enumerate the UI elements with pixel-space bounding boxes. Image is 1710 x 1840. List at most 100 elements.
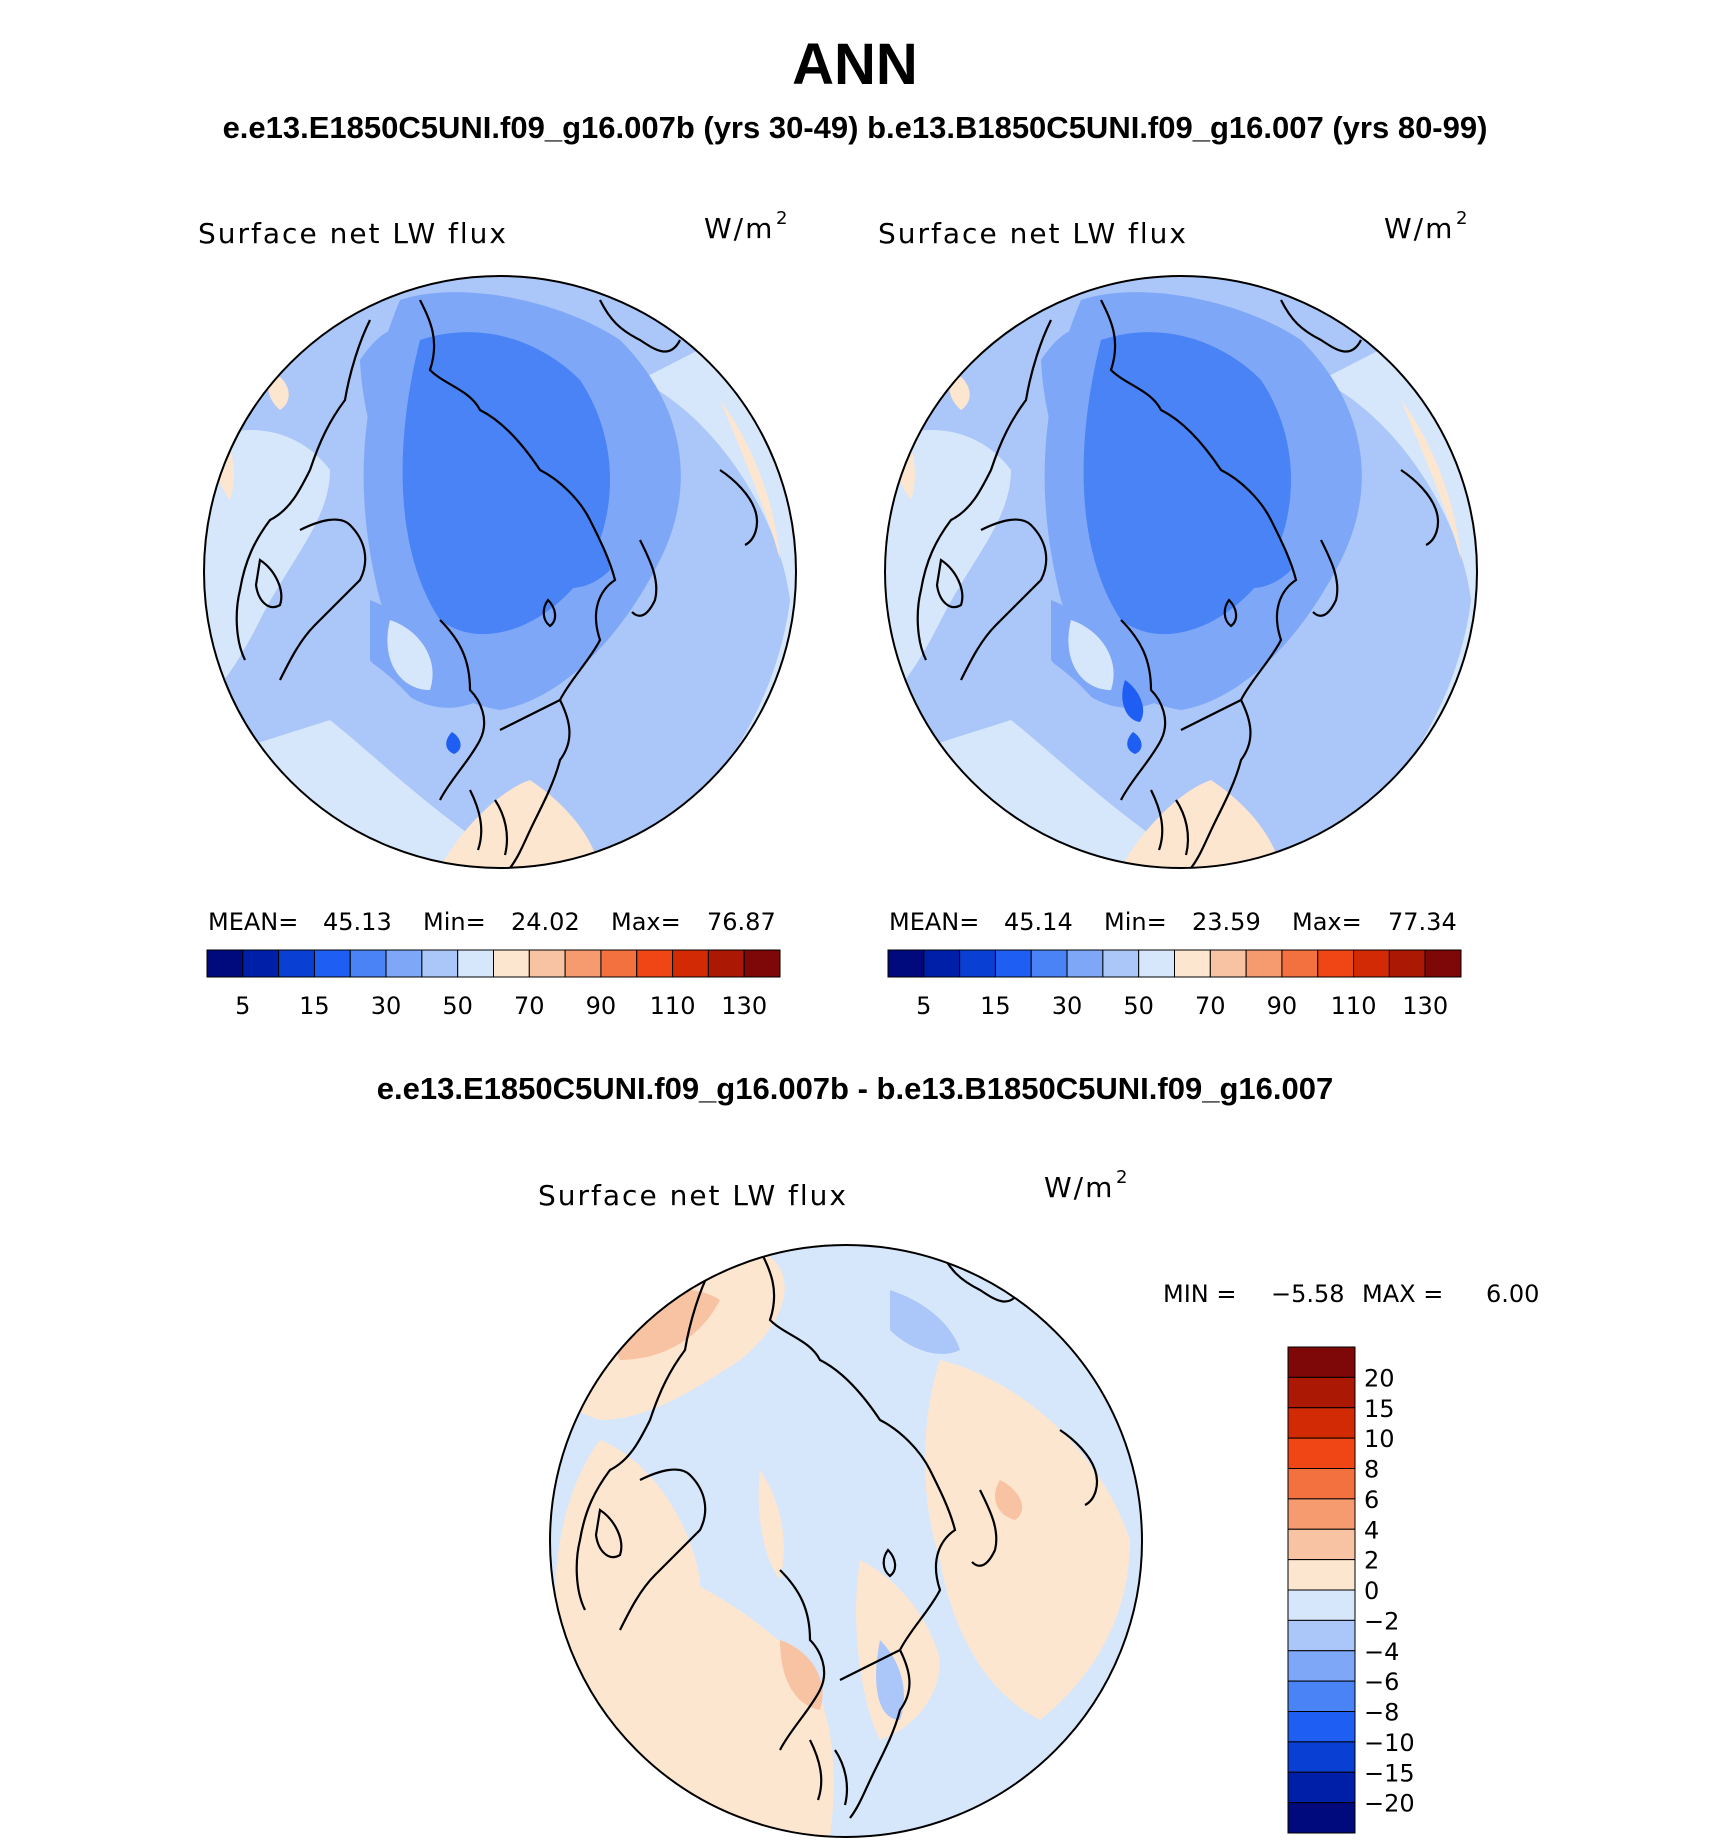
panel-2-colorbar-box bbox=[1138, 949, 1175, 978]
panel-1-colorbar-tick: 50 bbox=[442, 992, 473, 1020]
panel-2-mean-value: 45.14 bbox=[1004, 908, 1073, 936]
panel-3-boundary bbox=[549, 1244, 1143, 1838]
panel-3-colorbar-box bbox=[1287, 1619, 1356, 1652]
panel-2-colorbar-box bbox=[1102, 949, 1140, 978]
panel-1-colorbar-tick: 5 bbox=[235, 992, 250, 1020]
panel-2-colorbar-box bbox=[923, 949, 961, 978]
panel-3-colorbar-box bbox=[1287, 1468, 1356, 1500]
panel-1-colorbar-box bbox=[672, 949, 709, 978]
panel-3-colorbar-tick: 10 bbox=[1364, 1425, 1395, 1453]
panel-2-min-label: Min= bbox=[1104, 908, 1167, 936]
panel-2-title: Surface net LW flux bbox=[878, 217, 1188, 250]
panel-3-colorbar-box bbox=[1287, 1711, 1356, 1743]
panel-3-colorbar-box bbox=[1287, 1802, 1356, 1834]
panel-1-colorbar-box bbox=[564, 949, 602, 978]
panel-1-units-base: W/m bbox=[704, 212, 774, 245]
panel-2-colorbar-tick: 30 bbox=[1052, 992, 1083, 1020]
panel-2-colorbar-box bbox=[1174, 949, 1211, 978]
panel-2-mean-label: MEAN= bbox=[889, 908, 979, 936]
panel-3-colorbar-tick: 0 bbox=[1364, 1577, 1379, 1605]
panel-1-colorbar-box bbox=[707, 949, 745, 978]
panel-1-colorbar-box bbox=[242, 949, 280, 978]
panel-1-colorbar-box bbox=[313, 949, 351, 978]
panel-3-colorbar-box bbox=[1287, 1650, 1356, 1682]
panel-1-colorbar-box bbox=[636, 949, 674, 978]
panel-2: Surface net LW flux W/m 2 bbox=[878, 208, 1478, 1020]
panel-1: Surface net LW flux W/m 2 bbox=[198, 208, 797, 1020]
panel-1-boundary bbox=[203, 275, 797, 869]
panel-2-colorbar-box bbox=[1066, 949, 1104, 978]
panel-2-units-base: W/m bbox=[1384, 212, 1454, 245]
panel-3-colorbar-box bbox=[1287, 1741, 1356, 1773]
panel-3-colorbar-tick: 8 bbox=[1364, 1456, 1379, 1484]
panel-3-colorbar-tick: 20 bbox=[1364, 1364, 1395, 1392]
panel-3-colorbar-box bbox=[1287, 1680, 1356, 1712]
panel-2-colorbar-box bbox=[887, 949, 925, 978]
panel-2-units: W/m 2 bbox=[1384, 208, 1467, 245]
panel-1-colorbar-tick: 70 bbox=[514, 992, 545, 1020]
panel-3: Surface net LW flux W/m 2 bbox=[538, 1167, 1539, 1838]
panel-3-max-label: MAX = bbox=[1362, 1280, 1443, 1308]
panel-3-units: W/m 2 bbox=[1044, 1167, 1127, 1204]
panel-2-colorbar-box bbox=[1245, 949, 1283, 978]
panel-3-colorbar-box bbox=[1287, 1437, 1356, 1469]
panel-2-colorbar-tick: 15 bbox=[980, 992, 1011, 1020]
panel-1-colorbar-box bbox=[278, 949, 315, 978]
panel-1-colorbar-box bbox=[493, 949, 530, 978]
panel-1-colorbar-box bbox=[600, 949, 638, 978]
panel-1-min-value: 24.02 bbox=[511, 908, 580, 936]
panel-1-max-value: 76.87 bbox=[707, 908, 776, 936]
panel-2-min-value: 23.59 bbox=[1192, 908, 1261, 936]
panel-3-colorbar-tick: −4 bbox=[1364, 1638, 1399, 1666]
panel-3-min-label: MIN = bbox=[1163, 1280, 1236, 1308]
difference-title: e.e13.E1850C5UNI.f09_g16.007b - b.e13.B1… bbox=[376, 1071, 1334, 1106]
panel-2-colorbar-tick: 130 bbox=[1402, 992, 1448, 1020]
panel-1-colorbar-tick: 130 bbox=[721, 992, 767, 1020]
panel-1-colorbar-box bbox=[743, 949, 781, 978]
panel-2-colorbar: 5 15 30 50 70 90 110 130 bbox=[887, 949, 1462, 1020]
panel-2-map bbox=[885, 276, 1477, 868]
panel-1-units-exp: 2 bbox=[776, 208, 787, 229]
figure-subtitle: e.e13.E1850C5UNI.f09_g16.007b (yrs 30-49… bbox=[222, 110, 1488, 145]
panel-1-mean-label: MEAN= bbox=[208, 908, 298, 936]
panel-2-colorbar-tick: 50 bbox=[1123, 992, 1154, 1020]
panel-3-colorbar-tick: −6 bbox=[1364, 1668, 1399, 1696]
panel-2-max-label: Max= bbox=[1292, 908, 1362, 936]
panel-3-colorbar-tick: −2 bbox=[1364, 1607, 1399, 1635]
panel-2-colorbar-tick: 70 bbox=[1195, 992, 1226, 1020]
panel-3-title: Surface net LW flux bbox=[538, 1179, 848, 1212]
panel-1-units: W/m 2 bbox=[704, 208, 787, 245]
panel-3-max-value: 6.00 bbox=[1486, 1280, 1539, 1308]
panel-1-colorbar-box bbox=[528, 949, 566, 978]
panel-2-units-exp: 2 bbox=[1456, 208, 1467, 229]
panel-1-mean-value: 45.13 bbox=[323, 908, 392, 936]
panel-1-stats: MEAN= 45.13 Min= 24.02 Max= 76.87 bbox=[208, 908, 776, 936]
panel-3-map bbox=[550, 1245, 1142, 1837]
panel-2-max-value: 77.34 bbox=[1388, 908, 1457, 936]
panel-3-min-value: −5.58 bbox=[1271, 1280, 1345, 1308]
panel-2-colorbar-box bbox=[1353, 949, 1390, 978]
panel-1-colorbar: 5 15 30 50 70 90 110 130 bbox=[206, 949, 781, 1020]
panel-1-colorbar-tick: 110 bbox=[650, 992, 696, 1020]
panel-1-max-label: Max= bbox=[611, 908, 681, 936]
panel-2-colorbar-box bbox=[1281, 949, 1319, 978]
panel-2-colorbar-tick: 110 bbox=[1331, 992, 1377, 1020]
panel-3-units-base: W/m bbox=[1044, 1171, 1114, 1204]
panel-2-stats: MEAN= 45.14 Min= 23.59 Max= 77.34 bbox=[889, 908, 1457, 936]
panel-3-colorbar-box bbox=[1287, 1346, 1356, 1378]
panel-2-colorbar-box bbox=[994, 949, 1032, 978]
panel-3-colorbar-box bbox=[1287, 1528, 1356, 1561]
panel-1-colorbar-box bbox=[457, 949, 494, 978]
panel-1-min-label: Min= bbox=[423, 908, 486, 936]
panel-3-colorbar-tick: −8 bbox=[1364, 1699, 1399, 1727]
panel-3-colorbar-box bbox=[1287, 1376, 1356, 1409]
panel-3-colorbar-box bbox=[1287, 1498, 1356, 1530]
panel-1-map bbox=[204, 276, 796, 868]
panel-3-colorbar-tick: 4 bbox=[1364, 1516, 1379, 1544]
panel-1-colorbar-box bbox=[206, 949, 244, 978]
panel-1-colorbar-box bbox=[385, 949, 423, 978]
panel-3-colorbar-tick: 2 bbox=[1364, 1547, 1379, 1575]
panel-1-colorbar-box bbox=[349, 949, 387, 978]
